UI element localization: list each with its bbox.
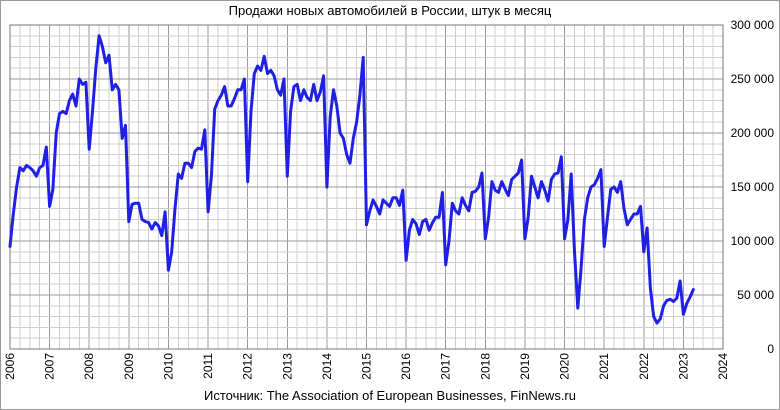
x-tick-label: 2018: [478, 353, 492, 380]
y-tick-label: 200 000: [731, 126, 775, 140]
x-tick-label: 2013: [280, 353, 294, 380]
x-tick-label: 2014: [320, 353, 334, 380]
x-tick-label: 2017: [439, 353, 453, 380]
x-tick-label: 2024: [716, 353, 730, 380]
y-tick-label: 300 000: [731, 18, 775, 32]
x-tick-label: 2008: [82, 353, 96, 380]
x-axis-ticks: 2006 2007 2008 2009 2010 2011 2012 2013 2014 2015…: [3, 353, 730, 380]
x-tick-label: 2020: [558, 353, 572, 380]
x-tick-label: 2011: [201, 353, 215, 379]
y-axis-ticks: 0 50 000 100 000 150 000 200 000 250 000 300 0…: [731, 18, 775, 356]
x-tick-label: 2007: [43, 353, 57, 380]
x-tick-label: 2010: [161, 353, 175, 380]
y-tick-label: 150 000: [731, 180, 775, 194]
series-line: [8, 34, 695, 325]
y-tick-label: 50 000: [737, 288, 774, 302]
x-tick-label: 2019: [518, 353, 532, 380]
x-tick-label: 2022: [637, 353, 651, 380]
x-tick-label: 2006: [3, 353, 17, 380]
x-tick-label: 2016: [399, 353, 413, 380]
x-tick-label: 2023: [676, 353, 690, 380]
y-tick-label: 250 000: [731, 72, 775, 86]
y-tick-label: 0: [767, 342, 774, 356]
x-tick-label: 2009: [122, 353, 136, 380]
x-tick-label: 2012: [241, 353, 255, 380]
source-note: Источник: The Association of European Bu…: [204, 388, 576, 403]
plot-area-border: [9, 24, 724, 350]
x-tick-label: 2015: [360, 353, 374, 380]
chart-title: Продажи новых автомобилей в России, штук…: [228, 3, 552, 18]
y-tick-label: 100 000: [731, 234, 775, 248]
series-layer: [8, 34, 695, 325]
x-tick-label: 2021: [597, 353, 611, 380]
